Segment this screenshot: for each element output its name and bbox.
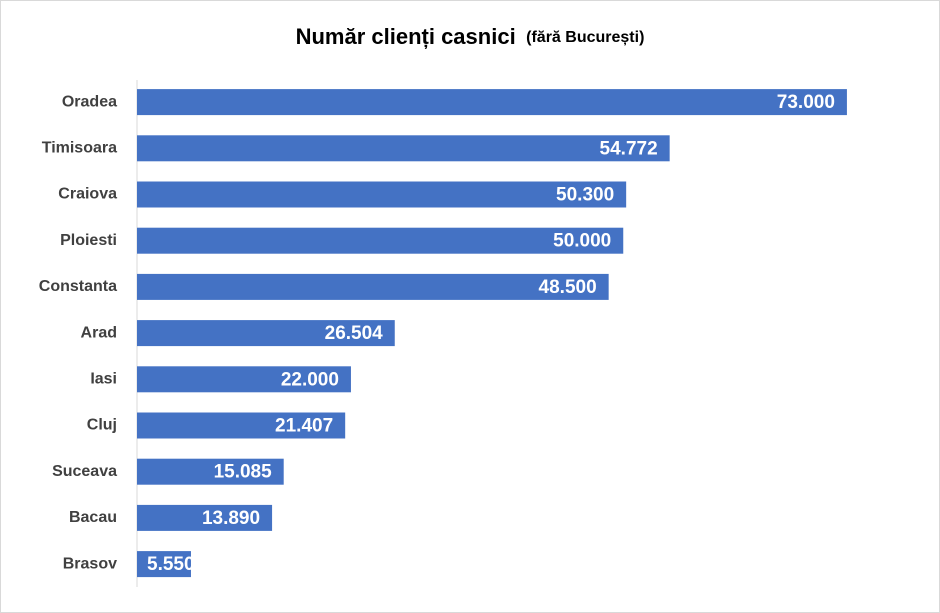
y-tick-label: Constanta <box>39 278 117 295</box>
chart-title-group: Număr clienți casnici (fără București) <box>296 24 645 49</box>
chart-subtitle: (fără București) <box>526 29 644 46</box>
bar <box>137 320 395 347</box>
value-label: 26.504 <box>325 323 384 344</box>
y-tick-label: Timisoara <box>42 140 117 157</box>
value-label: 50.300 <box>556 185 614 206</box>
bar <box>137 89 847 116</box>
bar <box>137 412 346 439</box>
value-label: 48.500 <box>539 277 597 298</box>
value-label: 13.890 <box>202 508 260 529</box>
y-tick-label: Arad <box>81 324 117 341</box>
bar <box>137 273 609 300</box>
y-tick-label: Brasov <box>63 555 117 572</box>
value-label: 73.000 <box>777 92 835 113</box>
y-tick-label: Bacau <box>69 509 117 526</box>
y-tick-label: Craiova <box>58 186 117 203</box>
y-tick-label: Cluj <box>87 417 117 434</box>
value-label: 15.085 <box>214 462 273 483</box>
y-tick-label: Suceava <box>52 463 117 480</box>
bar <box>137 504 273 531</box>
bar <box>137 366 351 393</box>
bar <box>137 551 191 578</box>
y-tick-label: Ploiesti <box>60 232 117 249</box>
chart-title: Număr clienți casnici <box>296 24 516 49</box>
value-label: 5.550 <box>147 554 195 575</box>
bar <box>137 135 670 162</box>
bar <box>137 227 624 254</box>
bar <box>137 181 627 208</box>
value-label: 21.407 <box>275 416 333 437</box>
value-label: 50.000 <box>553 231 611 252</box>
value-label: 54.772 <box>600 138 658 159</box>
y-tick-label: Iasi <box>90 371 117 388</box>
value-label: 22.000 <box>281 369 339 390</box>
bar <box>137 458 284 485</box>
y-tick-label: Oradea <box>62 93 117 110</box>
